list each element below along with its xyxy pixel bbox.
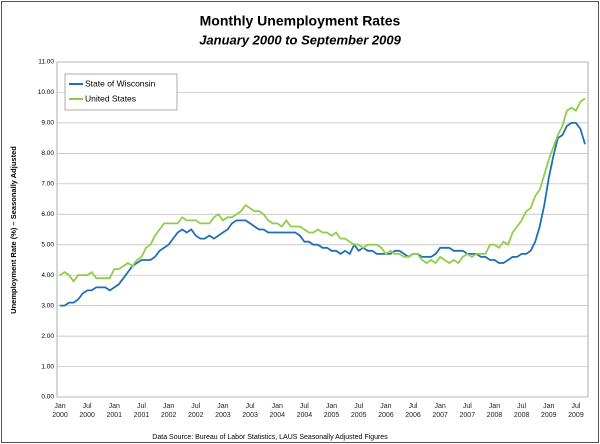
- x-tick-label: Jan 2009: [540, 403, 557, 419]
- x-tick-label: Jan 2007: [432, 403, 448, 419]
- x-tick-label: Jul 2001: [133, 403, 150, 419]
- y-tick-label: 10.00: [38, 89, 55, 96]
- x-tick-label: Jan 2004: [269, 403, 286, 419]
- y-tick-label: 9.00: [41, 120, 54, 127]
- y-tick-label: 11.00: [38, 59, 54, 66]
- x-tick-label: Jan 2001: [106, 403, 123, 419]
- data-line: [59, 97, 586, 283]
- source-note: Data Source: Bureau of Labor Statistics,…: [152, 434, 388, 441]
- y-tick-label: 3.00: [41, 302, 54, 309]
- x-tick-label: Jan 2006: [378, 403, 394, 419]
- x-tick-label: Jul 2003: [242, 403, 258, 419]
- legend-label: State of Wisconsin: [85, 78, 156, 88]
- y-tick-label: 2.00: [41, 333, 54, 340]
- y-tick-label: 5.00: [41, 241, 54, 248]
- y-tick-label: 1.00: [41, 363, 54, 370]
- x-tick-label: Jul 2004: [296, 403, 313, 419]
- y-axis-label: Unemployment Rate (%) – Seasonally Adjus…: [9, 146, 18, 314]
- x-tick-label: Jul 2008: [513, 403, 530, 419]
- y-tick-label: 8.00: [41, 150, 54, 157]
- x-tick-label: Jul 2006: [405, 403, 421, 419]
- x-tick-label: Jan 2003: [215, 403, 231, 419]
- x-tick-label: Jul 2009: [568, 403, 584, 419]
- x-tick-label: Jul 2005: [350, 403, 367, 419]
- y-tick-label: 6.00: [41, 211, 54, 218]
- y-tick-label: 0.00: [41, 394, 54, 401]
- y-tick-label: 7.00: [41, 181, 54, 188]
- chart-title: Monthly Unemployment Rates: [200, 13, 401, 29]
- x-tick-label: Jan 2005: [323, 403, 340, 419]
- data-line: [60, 122, 586, 307]
- legend-label: United States: [85, 93, 136, 103]
- x-tick-label: Jul 2007: [459, 403, 476, 419]
- x-tick-label: Jan 2000: [52, 403, 68, 419]
- x-tick-label: Jan 2002: [160, 403, 177, 419]
- y-tick-label: 4.00: [41, 272, 54, 279]
- x-tick-label: Jul 2002: [187, 403, 204, 419]
- chart-subtitle: January 2000 to September 2009: [199, 32, 401, 47]
- x-tick-label: Jul 2000: [79, 403, 95, 419]
- legend-box: [64, 73, 178, 111]
- x-tick-label: Jan 2008: [486, 403, 503, 419]
